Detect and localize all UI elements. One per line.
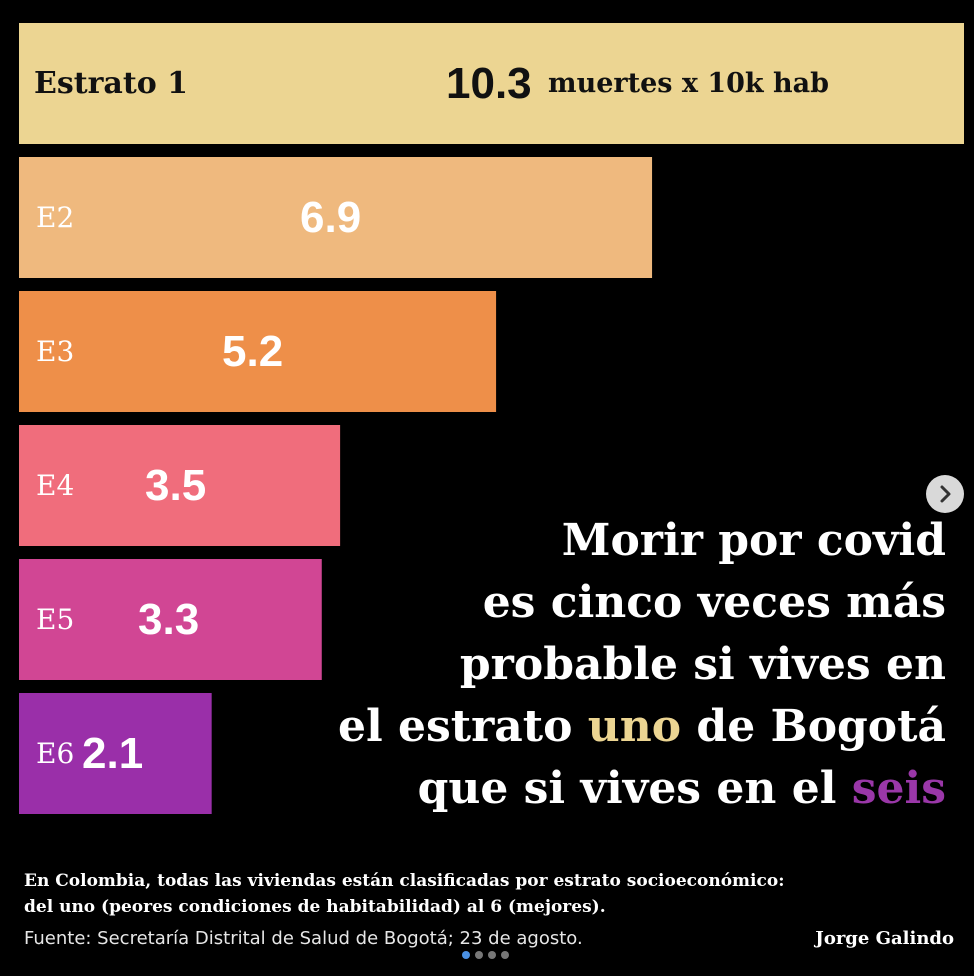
headline-highlight-uno: uno	[587, 701, 682, 752]
headline-line-4-post: de Bogotá	[681, 701, 946, 752]
bar-5	[19, 559, 322, 680]
carousel-dot-2[interactable]	[475, 951, 483, 959]
value-label-4: 3.5	[145, 461, 206, 510]
carousel-dot-4[interactable]	[501, 951, 509, 959]
headline-highlight-seis: seis	[851, 763, 946, 814]
carousel-dot-3[interactable]	[488, 951, 496, 959]
category-label-1: Estrato 1	[34, 66, 188, 101]
chevron-right-icon	[940, 485, 951, 503]
author-credit: Jorge Galindo	[815, 928, 954, 949]
headline-line-4-pre: el estrato	[337, 701, 588, 752]
headline-line-3: probable si vives en	[459, 639, 946, 690]
bar-6	[19, 693, 212, 814]
unit-label: muertes x 10k hab	[548, 68, 829, 99]
value-label-5: 3.3	[138, 595, 199, 644]
bar-4	[19, 425, 341, 546]
category-label-4: E4	[36, 469, 74, 502]
bar-3	[19, 291, 497, 412]
category-label-3: E3	[36, 335, 74, 368]
headline-line-4: el estrato uno de Bogotá	[286, 696, 946, 758]
headline-line-5-pre: que si vives en el	[417, 763, 852, 814]
value-label-1: 10.3	[446, 59, 532, 108]
value-label-6: 2.1	[82, 729, 143, 778]
headline-line-5: que si vives en el seis	[286, 758, 946, 820]
explanatory-note: En Colombia, todas las viviendas están c…	[24, 868, 954, 920]
carousel-dot-1[interactable]	[462, 951, 470, 959]
source-text: Fuente: Secretaría Distrital de Salud de…	[24, 928, 583, 949]
category-label-5: E5	[36, 603, 74, 636]
headline-line-2: es cinco veces más	[482, 577, 946, 628]
headline: Morir por covid es cinco veces más proba…	[286, 510, 946, 820]
next-slide-button[interactable]	[926, 475, 964, 513]
value-label-3: 5.2	[222, 327, 283, 376]
carousel-dots	[462, 951, 509, 961]
note-line-2: del uno (peores condiciones de habitabil…	[24, 897, 606, 917]
category-label-6: E6	[36, 737, 74, 770]
value-label-2: 6.9	[300, 193, 361, 242]
headline-line-1: Morir por covid	[561, 515, 946, 566]
bar-1	[19, 23, 964, 144]
note-line-1: En Colombia, todas las viviendas están c…	[24, 871, 785, 891]
bar-2	[19, 157, 653, 278]
category-label-2: E2	[36, 201, 74, 234]
